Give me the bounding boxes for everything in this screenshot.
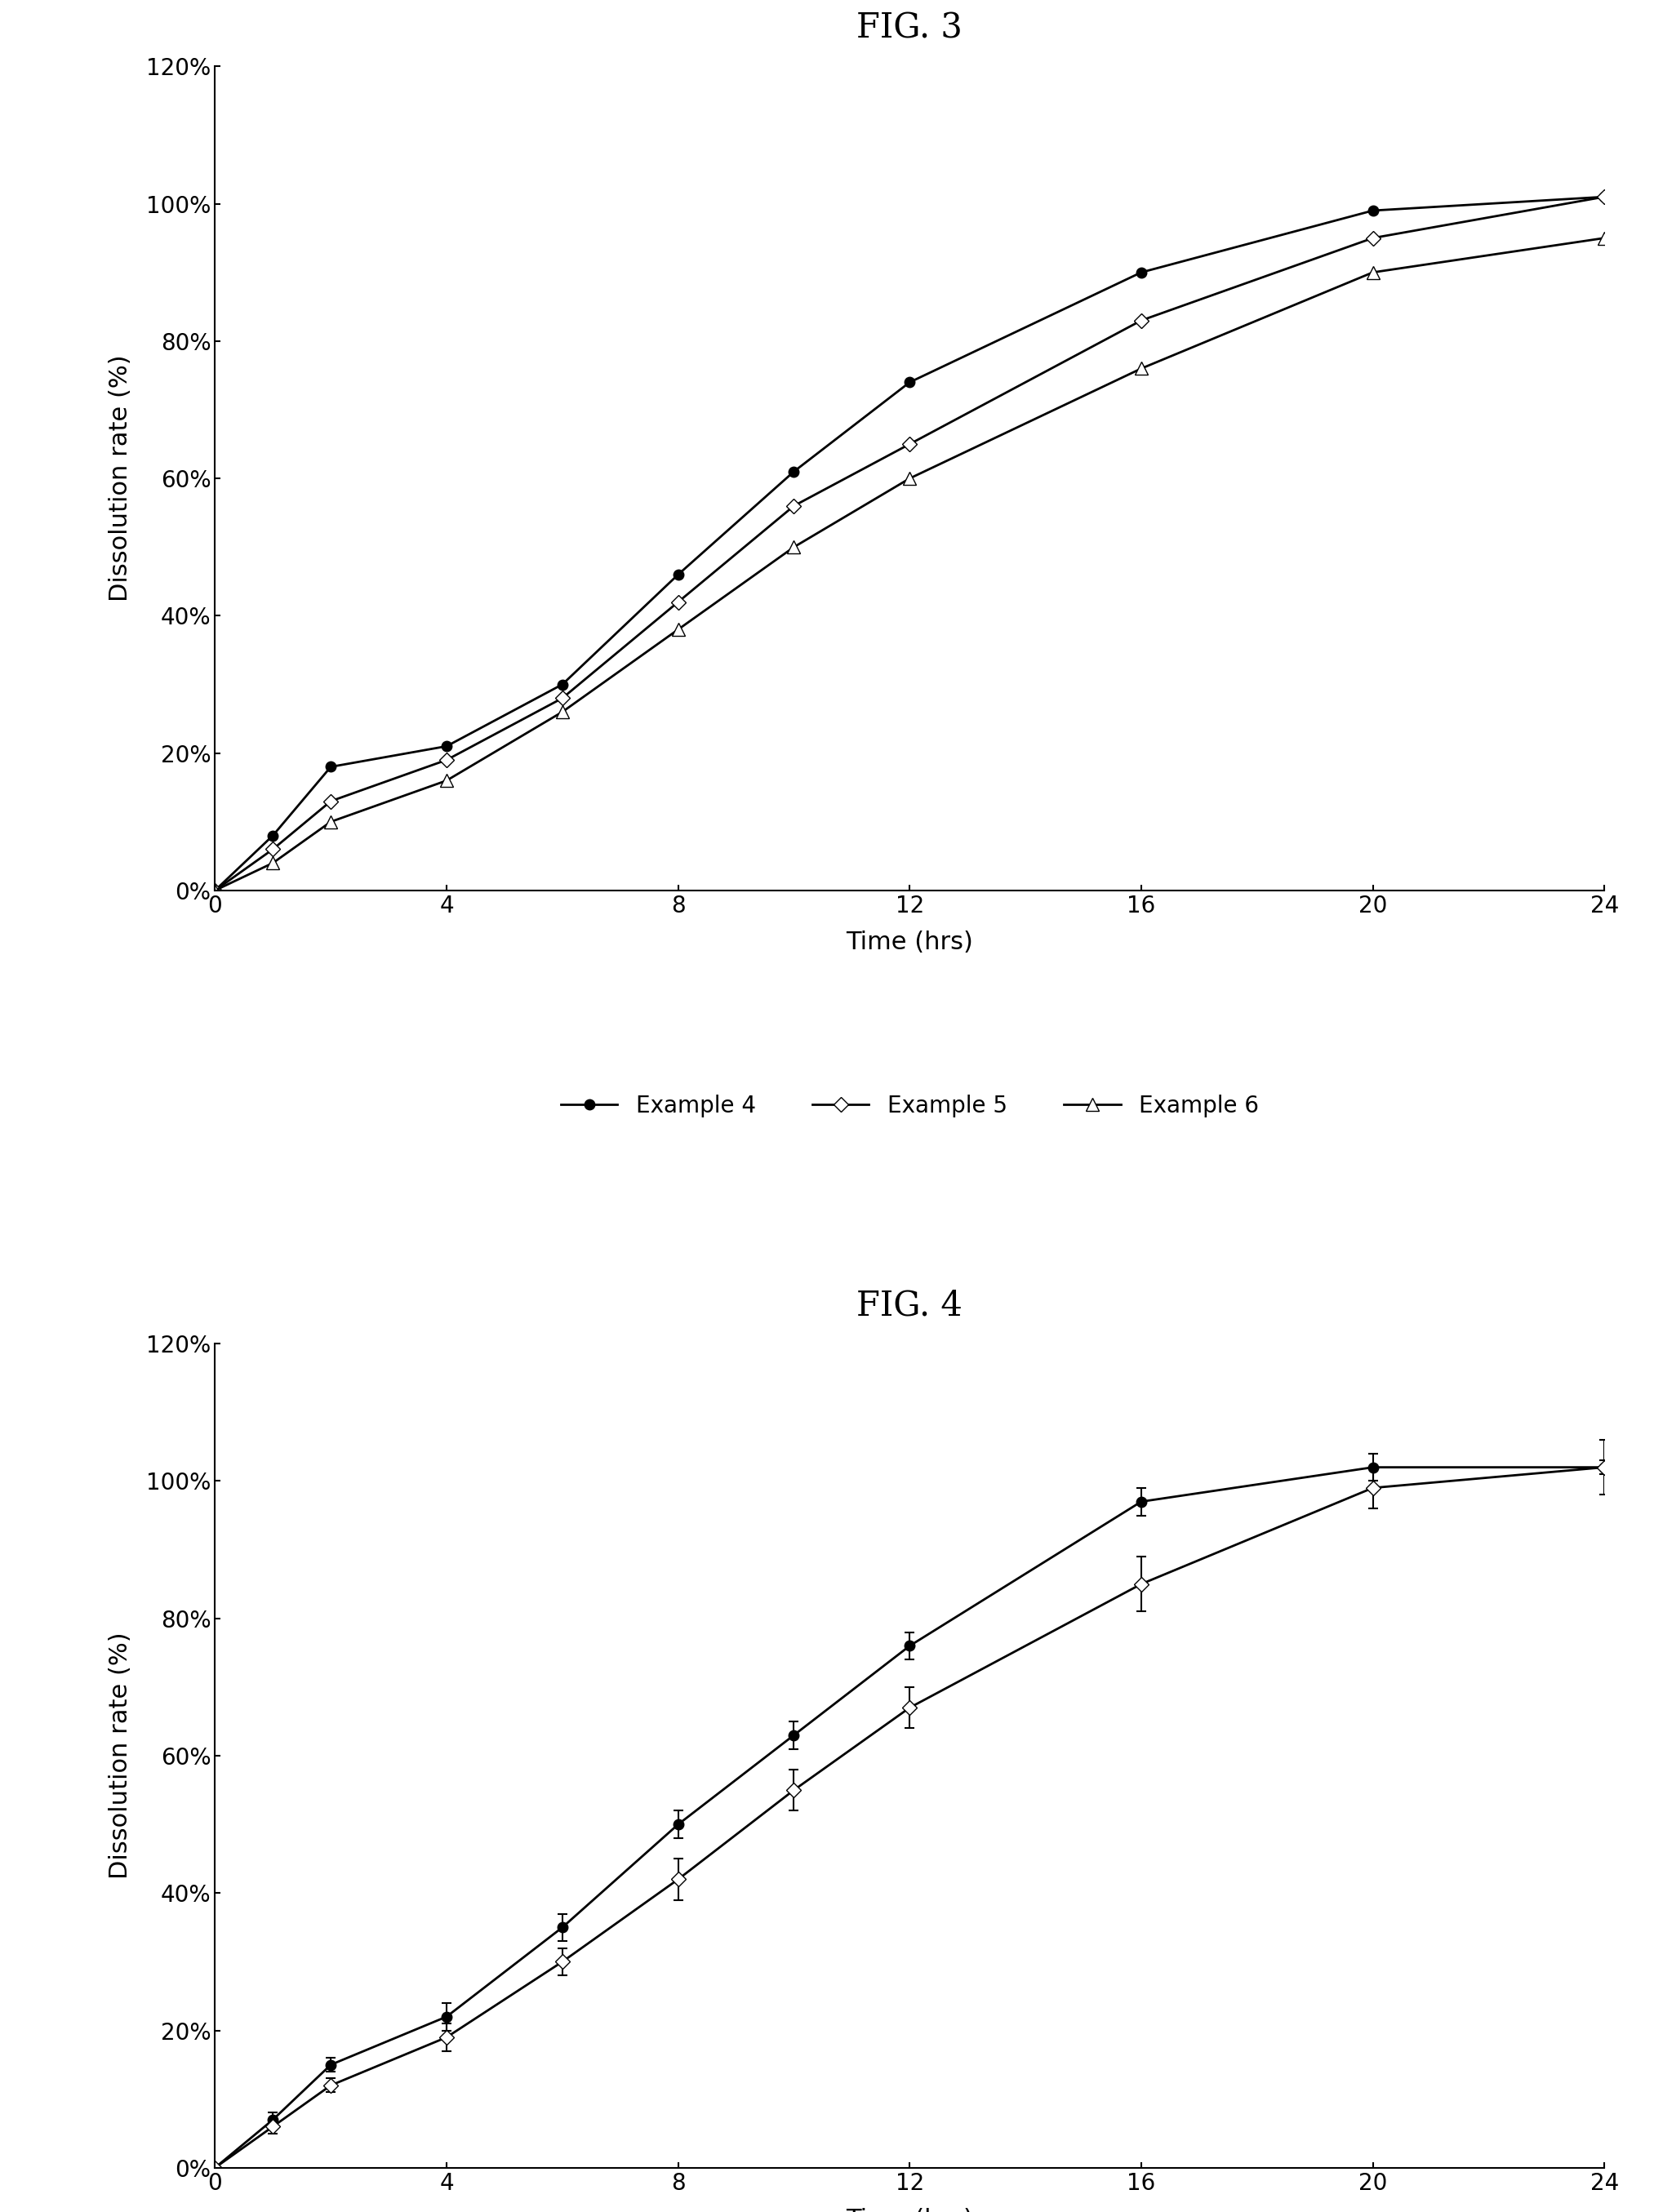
Title: FIG. 4: FIG. 4 [857,1287,963,1323]
Line: Example 6: Example 6 [208,232,1611,896]
Example 4 [1131,259,1151,285]
Example 4 [437,732,457,759]
Example 5 [552,686,572,712]
Example 5 [784,493,804,520]
Y-axis label: Dissolution rate (%): Dissolution rate (%) [109,1632,132,1880]
Example 4 [900,369,920,396]
Example 5 [437,748,457,774]
Example 4 [552,670,572,697]
Example 4 [1594,184,1614,210]
Example 4 [205,878,225,905]
Legend: Example 4, Example 5, Example 6: Example 4, Example 5, Example 6 [552,1086,1267,1126]
Example 4 [784,458,804,484]
Line: Example 4: Example 4 [210,192,1609,896]
Example 5 [263,836,283,863]
Example 4 [263,823,283,849]
Example 4 [1363,197,1383,223]
Y-axis label: Dissolution rate (%): Dissolution rate (%) [109,354,132,602]
Example 5 [668,588,688,615]
Example 5 [1131,307,1151,334]
Example 5 [205,878,225,905]
Line: Example 5: Example 5 [210,192,1609,896]
Example 5 [1594,184,1614,210]
Example 6 [263,849,283,876]
Example 6 [205,878,225,905]
Example 6 [321,810,341,836]
Example 6 [1363,259,1383,285]
Example 6 [437,768,457,794]
Example 4 [668,562,688,588]
Example 5 [1363,226,1383,252]
Example 6 [1131,356,1151,383]
Example 6 [900,465,920,491]
Title: FIG. 3: FIG. 3 [857,11,963,46]
Example 5 [900,431,920,458]
Example 6 [1594,226,1614,252]
Example 5 [321,787,341,814]
X-axis label: Time (hrs): Time (hrs) [847,2208,973,2212]
Example 6 [552,699,572,726]
Example 4 [321,754,341,781]
Example 6 [668,617,688,644]
Example 6 [784,533,804,560]
X-axis label: Time (hrs): Time (hrs) [847,931,973,956]
